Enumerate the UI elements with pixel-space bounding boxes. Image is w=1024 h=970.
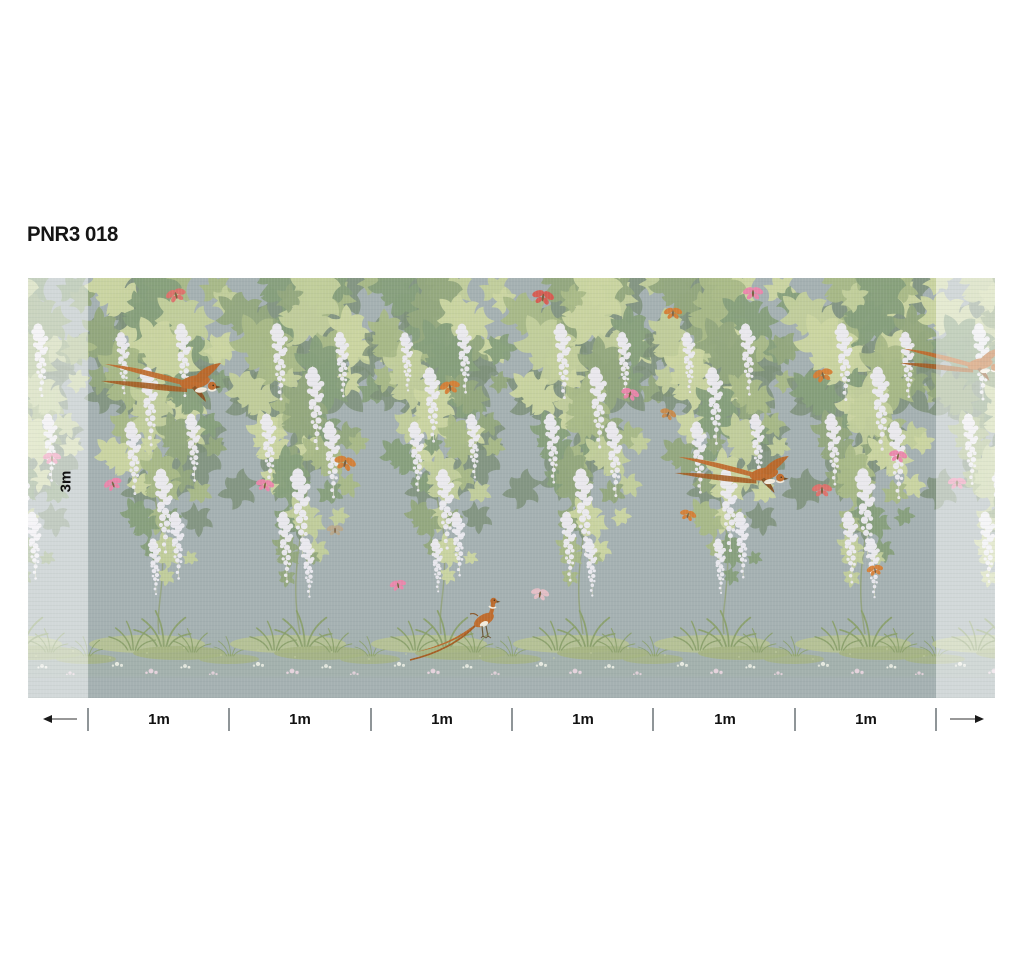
dimension-tick	[652, 708, 654, 731]
width-dimension-label: 1m	[855, 711, 877, 728]
width-dimension-label: 1m	[148, 711, 170, 728]
width-dimension-label: 1m	[289, 711, 311, 728]
dimension-tick	[935, 708, 937, 731]
dimension-tick	[87, 708, 89, 731]
dimension-tick	[228, 708, 230, 731]
wallpaper-mural-image	[28, 278, 995, 698]
width-dimension-label: 1m	[714, 711, 736, 728]
height-dimension-label: 3m	[57, 470, 75, 493]
mural-artwork	[28, 278, 995, 698]
width-dimension-label: 1m	[572, 711, 594, 728]
dimension-tick	[370, 708, 372, 731]
dimension-tick	[511, 708, 513, 731]
left-arrow-icon	[43, 715, 77, 723]
width-dimension-label: 1m	[431, 711, 453, 728]
right-arrow-icon	[950, 715, 984, 723]
dimension-tick	[794, 708, 796, 731]
page-title: PNR3 018	[27, 223, 118, 246]
